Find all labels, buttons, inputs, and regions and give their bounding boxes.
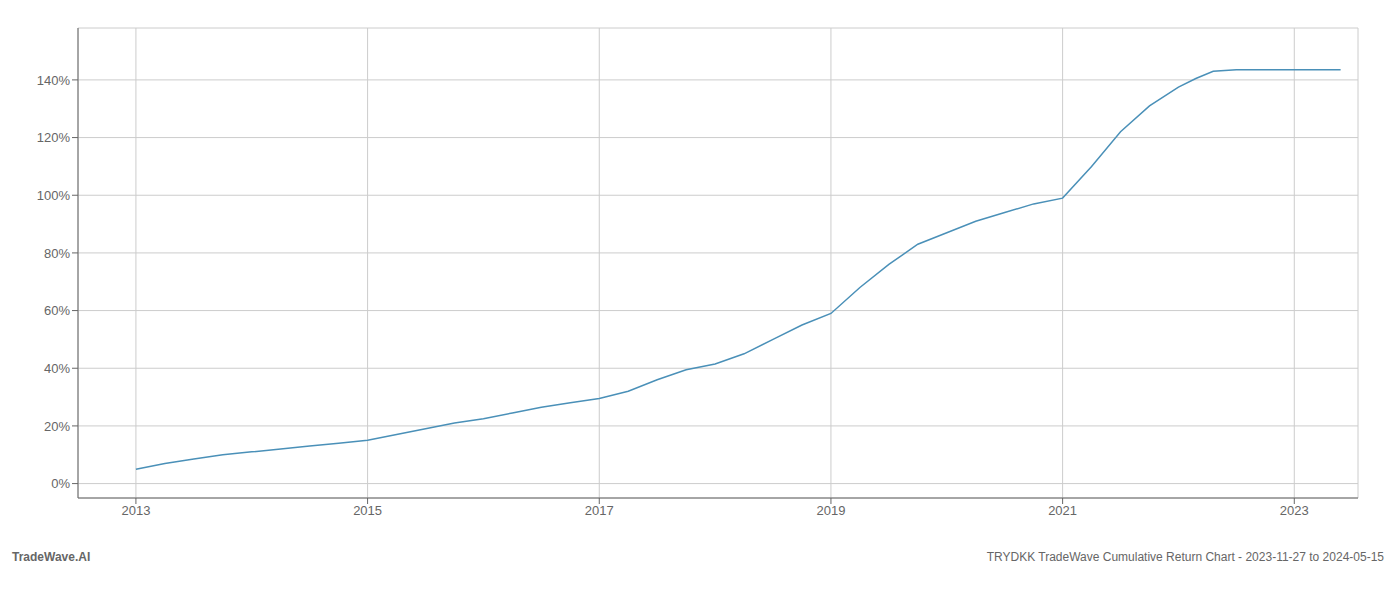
svg-text:40%: 40%: [44, 361, 70, 376]
html-text:TRYDKK TradeWave Cumulative Re: TRYDKK TradeWave Cumulative Return Chart…: [986, 550, 1384, 564]
svg-text:120%: 120%: [37, 130, 71, 145]
svg-text:2023: 2023: [1280, 503, 1309, 518]
svg-text:2015: 2015: [353, 503, 382, 518]
svg-text:0%: 0%: [51, 476, 70, 491]
svg-text:20%: 20%: [44, 419, 70, 434]
svg-text:2019: 2019: [816, 503, 845, 518]
svg-text:100%: 100%: [37, 188, 71, 203]
html-text:TradeWave.AI: TradeWave.AI: [12, 550, 91, 564]
svg-text:140%: 140%: [37, 73, 71, 88]
svg-text:2021: 2021: [1048, 503, 1077, 518]
svg-text:2017: 2017: [585, 503, 614, 518]
svg-text:2013: 2013: [121, 503, 150, 518]
svg-text:80%: 80%: [44, 246, 70, 261]
svg-text:60%: 60%: [44, 303, 70, 318]
